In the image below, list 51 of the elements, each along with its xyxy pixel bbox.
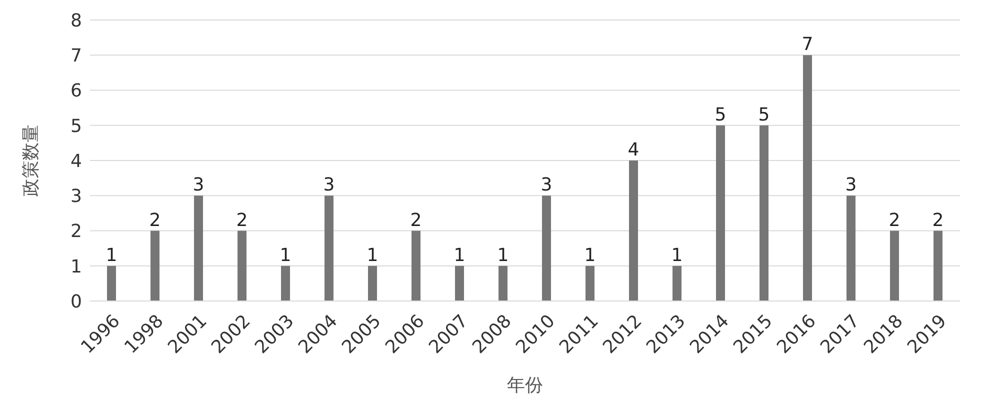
bar [672, 266, 682, 301]
data-label: 4 [628, 140, 640, 160]
y-tick-label: 1 [70, 256, 82, 278]
y-tick-label: 8 [70, 10, 82, 32]
bar [846, 196, 856, 301]
bar [498, 266, 508, 301]
y-axis-title: 政策数量 [20, 124, 42, 196]
x-axis-title: 年份 [507, 375, 543, 396]
bar [412, 230, 420, 301]
bar [281, 266, 290, 301]
bar [586, 266, 594, 301]
y-tick-label: 2 [70, 221, 82, 242]
data-label: 1 [366, 244, 378, 266]
bar [368, 266, 377, 301]
y-tick-label: 4 [70, 150, 82, 172]
bar [455, 266, 464, 301]
bar [629, 160, 638, 301]
y-tick-label: 5 [70, 116, 82, 137]
y-tick-label: 3 [70, 186, 82, 208]
data-label: 5 [714, 104, 726, 126]
data-label: 3 [845, 174, 857, 196]
bar [324, 196, 334, 301]
bar [542, 196, 551, 301]
data-label: 7 [802, 34, 814, 56]
y-tick-label: 0 [70, 291, 82, 312]
data-label: 2 [888, 210, 900, 231]
data-label: 2 [410, 210, 422, 231]
data-label: 2 [149, 210, 161, 231]
data-label: 1 [584, 244, 596, 266]
bar [194, 196, 203, 301]
data-label: 1 [106, 244, 118, 266]
data-label: 2 [236, 210, 248, 231]
data-label: 1 [671, 244, 683, 266]
bar [890, 230, 899, 301]
y-tick-label: 6 [70, 80, 82, 102]
bar [716, 125, 725, 301]
data-label: 1 [280, 244, 292, 266]
data-label: 5 [758, 104, 770, 126]
data-label: 1 [497, 244, 509, 266]
data-label: 3 [540, 174, 552, 196]
bar [803, 55, 812, 301]
bar [107, 266, 116, 301]
data-label: 3 [323, 174, 335, 196]
bar [238, 230, 246, 301]
data-label: 1 [454, 244, 466, 266]
bar [760, 125, 768, 301]
bar [150, 230, 160, 301]
data-label: 2 [932, 210, 944, 231]
bar [934, 230, 942, 301]
data-label: 3 [192, 174, 204, 196]
y-tick-label: 7 [70, 46, 82, 67]
